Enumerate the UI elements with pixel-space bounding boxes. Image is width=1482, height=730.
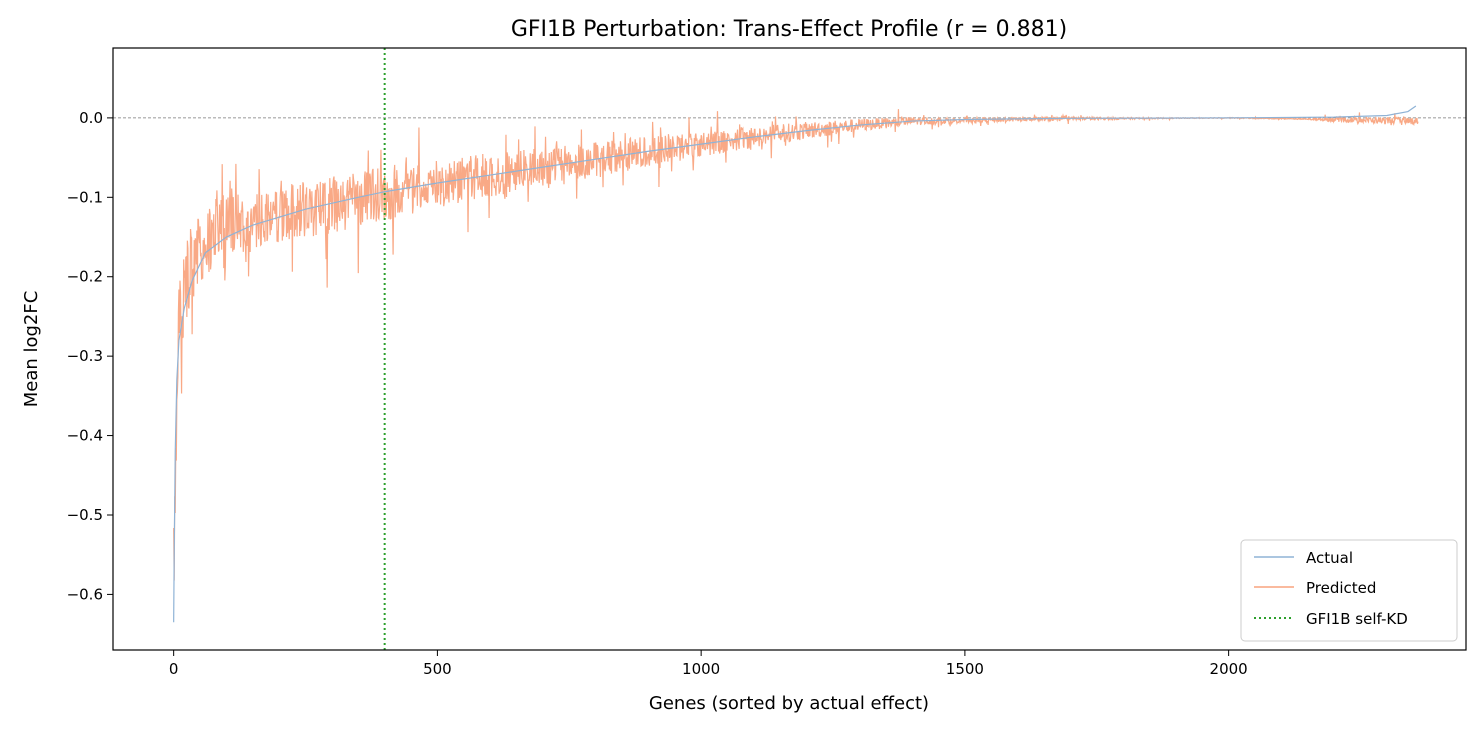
legend-box [1240,539,1458,642]
legend: Actual Predicted GFI1B self-KD [1240,539,1458,642]
y-axis-label: Mean log2FC [21,291,42,408]
plot-area [113,48,1466,650]
legend-label-self-kd: GFI1B self-KD [1306,610,1408,628]
y-tick-label: 0.0 [79,109,103,127]
y-tick-label: −0.6 [67,585,103,603]
y-tick-label: −0.4 [67,427,103,445]
y-tick-label: −0.5 [67,506,103,524]
chart-title: GFI1B Perturbation: Trans-Effect Profile… [511,17,1067,42]
x-tick-label: 2000 [1210,660,1248,678]
legend-label-predicted: Predicted [1306,579,1376,597]
series-actual-line [173,105,1417,623]
y-tick-label: −0.3 [67,347,103,365]
x-tick-label: 1000 [682,660,720,678]
x-tick-label: 0 [169,660,179,678]
legend-label-actual: Actual [1306,549,1353,567]
y-tick-label: −0.1 [67,188,103,206]
x-tick-label: 1500 [946,660,984,678]
y-axis: 0.0 −0.1 −0.2 −0.3 −0.4 −0.5 −0.6 [67,109,113,603]
axes-frame [112,47,1467,651]
x-tick-label: 500 [423,660,452,678]
x-axis: 0 500 1000 1500 2000 [169,650,1248,678]
y-tick-label: −0.2 [67,268,103,286]
x-axis-label: Genes (sorted by actual effect) [649,693,929,714]
